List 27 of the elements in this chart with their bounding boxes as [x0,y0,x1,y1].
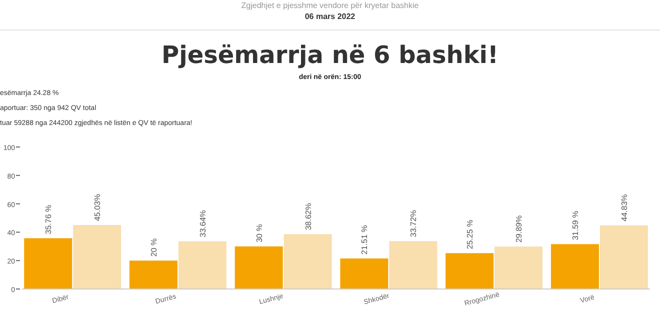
data-label: 33.72% [409,210,418,238]
data-label: 30 % [254,224,264,242]
data-label: 31.59 % [570,210,580,240]
data-label: 45.03% [93,194,102,222]
data-label: 25.25 % [466,220,475,250]
chart-title: Pjesëmarrja në 6 bashki! [162,41,498,69]
bar [550,244,599,289]
bar [494,246,543,289]
bar [340,258,388,289]
bar [178,241,226,289]
data-label: 21.51 % [360,225,370,254]
data-label: 29.89% [514,215,524,243]
bar [600,225,648,289]
bar [234,246,283,289]
bar [389,241,438,289]
bar [129,260,178,289]
data-label: 20 % [149,238,158,257]
bar [73,225,122,289]
data-label: 33.64% [198,210,208,238]
bar [24,238,72,289]
bar [284,234,332,289]
text: 06 mars 2022 [304,12,356,21]
data-label: 44.83% [620,194,629,222]
data-label: 38.62% [304,203,313,230]
bar [446,253,494,289]
data-label: 35.76 % [44,204,54,234]
text: Zgjedhjet e pjesshme vendore për kryetar bashkie [241,1,420,10]
